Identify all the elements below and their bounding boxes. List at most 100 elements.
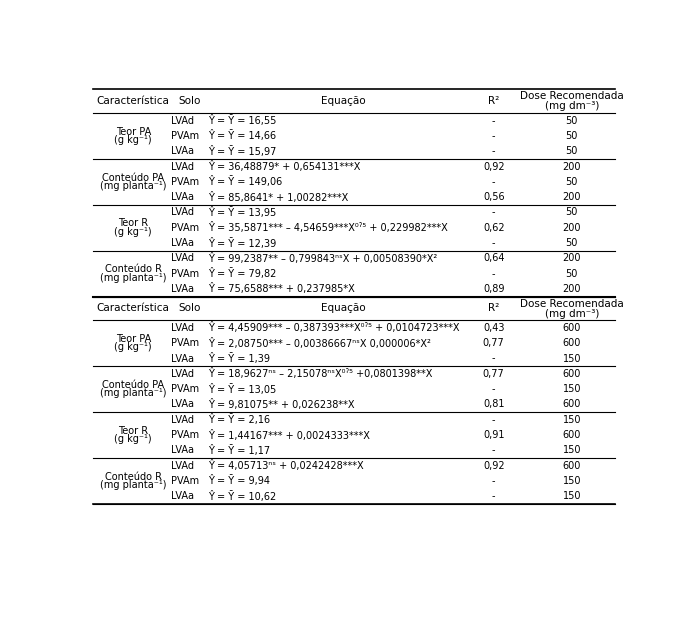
Text: (mg planta⁻¹): (mg planta⁻¹) xyxy=(100,273,166,283)
Text: PVAm: PVAm xyxy=(170,384,199,394)
Text: Ŷ = Ȳ = 10,62: Ŷ = Ȳ = 10,62 xyxy=(208,491,277,502)
Text: LVAa: LVAa xyxy=(170,192,194,202)
Text: LVAd: LVAd xyxy=(170,461,194,470)
Text: 50: 50 xyxy=(566,269,578,279)
Text: 150: 150 xyxy=(562,415,581,425)
Text: -: - xyxy=(492,238,495,248)
Text: LVAa: LVAa xyxy=(170,284,194,294)
Text: LVAa: LVAa xyxy=(170,399,194,410)
Text: PVAm: PVAm xyxy=(170,131,199,141)
Text: Característica: Característica xyxy=(97,303,170,313)
Text: (g kg⁻¹): (g kg⁻¹) xyxy=(115,135,152,145)
Text: -: - xyxy=(492,269,495,279)
Text: 600: 600 xyxy=(562,399,581,410)
Text: 200: 200 xyxy=(562,284,581,294)
Text: 150: 150 xyxy=(562,491,581,501)
Text: LVAd: LVAd xyxy=(170,323,194,333)
Text: PVAm: PVAm xyxy=(170,338,199,348)
Text: 0,56: 0,56 xyxy=(483,192,504,202)
Text: 0,43: 0,43 xyxy=(483,323,504,333)
Text: Característica: Característica xyxy=(97,96,170,106)
Text: Teor R: Teor R xyxy=(118,426,148,436)
Text: (g kg⁻¹): (g kg⁻¹) xyxy=(115,435,152,444)
Text: Ŷ = 4,05713ⁿˢ + 0,0242428***X: Ŷ = 4,05713ⁿˢ + 0,0242428***X xyxy=(208,460,364,471)
Text: R²: R² xyxy=(488,303,500,313)
Text: Equação: Equação xyxy=(321,96,365,106)
Text: 600: 600 xyxy=(562,323,581,333)
Text: Ŷ = Ȳ = 16,55: Ŷ = Ȳ = 16,55 xyxy=(208,115,277,126)
Text: 600: 600 xyxy=(562,338,581,348)
Text: Ŷ = Ȳ = 2,16: Ŷ = Ȳ = 2,16 xyxy=(208,414,270,425)
Text: 0,92: 0,92 xyxy=(483,162,504,172)
Text: LVAd: LVAd xyxy=(170,115,194,126)
Text: 600: 600 xyxy=(562,369,581,379)
Text: Equação: Equação xyxy=(321,303,365,313)
Text: Ŷ = Ȳ = 79,82: Ŷ = Ȳ = 79,82 xyxy=(208,268,277,279)
Text: 0,64: 0,64 xyxy=(483,253,504,263)
Text: Ŷ = Ȳ = 1,17: Ŷ = Ȳ = 1,17 xyxy=(208,445,270,456)
Text: Teor R: Teor R xyxy=(118,219,148,228)
Text: PVAm: PVAm xyxy=(170,430,199,440)
Text: 0,62: 0,62 xyxy=(483,222,504,233)
Text: 150: 150 xyxy=(562,353,581,363)
Text: Ŷ = Ȳ = 13,05: Ŷ = Ȳ = 13,05 xyxy=(208,383,277,395)
Text: PVAm: PVAm xyxy=(170,222,199,233)
Text: LVAd: LVAd xyxy=(170,162,194,172)
Text: Ŷ = 75,6588*** + 0,237985*X: Ŷ = 75,6588*** + 0,237985*X xyxy=(208,283,355,294)
Text: (mg planta⁻¹): (mg planta⁻¹) xyxy=(100,388,166,399)
Text: Ŷ = Ȳ = 15,97: Ŷ = Ȳ = 15,97 xyxy=(208,146,277,156)
Text: Ŷ = 35,5871*** – 4,54659***X⁰ˀ⁵ + 0,229982***X: Ŷ = 35,5871*** – 4,54659***X⁰ˀ⁵ + 0,2299… xyxy=(208,222,448,233)
Text: (mg planta⁻¹): (mg planta⁻¹) xyxy=(100,181,166,191)
Text: Ŷ = 85,8641* + 1,00282***X: Ŷ = 85,8641* + 1,00282***X xyxy=(208,192,348,203)
Text: 150: 150 xyxy=(562,476,581,486)
Text: Dose Recomendada: Dose Recomendada xyxy=(520,299,624,309)
Text: -: - xyxy=(492,131,495,141)
Text: 0,81: 0,81 xyxy=(483,399,504,410)
Text: Ŷ = 2,08750*** – 0,00386667ⁿˢX 0,000006*X²: Ŷ = 2,08750*** – 0,00386667ⁿˢX 0,000006*… xyxy=(208,338,431,349)
Text: LVAd: LVAd xyxy=(170,208,194,217)
Text: (mg dm⁻³): (mg dm⁻³) xyxy=(544,308,599,319)
Text: Ŷ = Ȳ = 14,66: Ŷ = Ȳ = 14,66 xyxy=(208,130,276,142)
Text: 0,89: 0,89 xyxy=(483,284,504,294)
Text: -: - xyxy=(492,177,495,187)
Text: Dose Recomendada: Dose Recomendada xyxy=(520,92,624,101)
Text: Ŷ = 9,81075** + 0,026238**X: Ŷ = 9,81075** + 0,026238**X xyxy=(208,399,355,410)
Text: 50: 50 xyxy=(566,115,578,126)
Text: 0,77: 0,77 xyxy=(483,369,504,379)
Text: 50: 50 xyxy=(566,131,578,141)
Text: Ŷ = Ȳ = 9,94: Ŷ = Ȳ = 9,94 xyxy=(208,476,270,487)
Text: Ŷ = Ȳ = 149,06: Ŷ = Ȳ = 149,06 xyxy=(208,176,282,187)
Text: 50: 50 xyxy=(566,177,578,187)
Text: 50: 50 xyxy=(566,146,578,156)
Text: Ŷ = Ȳ = 1,39: Ŷ = Ȳ = 1,39 xyxy=(208,353,270,364)
Text: 150: 150 xyxy=(562,445,581,455)
Text: Conteúdo PA: Conteúdo PA xyxy=(102,380,164,390)
Text: (mg dm⁻³): (mg dm⁻³) xyxy=(544,101,599,112)
Text: 200: 200 xyxy=(562,222,581,233)
Text: Solo: Solo xyxy=(178,96,201,106)
Text: LVAa: LVAa xyxy=(170,491,194,501)
Text: 600: 600 xyxy=(562,430,581,440)
Text: -: - xyxy=(492,115,495,126)
Text: 600: 600 xyxy=(562,461,581,470)
Text: 200: 200 xyxy=(562,253,581,263)
Text: Ŷ = Ȳ = 13,95: Ŷ = Ȳ = 13,95 xyxy=(208,207,277,218)
Text: 0,77: 0,77 xyxy=(483,338,504,348)
Text: Ŷ = 99,2387** – 0,799843ⁿˢX + 0,00508390*X²: Ŷ = 99,2387** – 0,799843ⁿˢX + 0,00508390… xyxy=(208,253,437,264)
Text: 50: 50 xyxy=(566,238,578,248)
Text: 200: 200 xyxy=(562,162,581,172)
Text: 0,91: 0,91 xyxy=(483,430,504,440)
Text: -: - xyxy=(492,476,495,486)
Text: -: - xyxy=(492,445,495,455)
Text: LVAa: LVAa xyxy=(170,353,194,363)
Text: LVAd: LVAd xyxy=(170,253,194,263)
Text: Teor PA: Teor PA xyxy=(116,127,151,137)
Text: LVAd: LVAd xyxy=(170,415,194,425)
Text: PVAm: PVAm xyxy=(170,177,199,187)
Text: Conteúdo R: Conteúdo R xyxy=(105,264,162,274)
Text: PVAm: PVAm xyxy=(170,476,199,486)
Text: PVAm: PVAm xyxy=(170,269,199,279)
Text: Teor PA: Teor PA xyxy=(116,334,151,344)
Text: Conteúdo PA: Conteúdo PA xyxy=(102,172,164,183)
Text: (g kg⁻¹): (g kg⁻¹) xyxy=(115,227,152,237)
